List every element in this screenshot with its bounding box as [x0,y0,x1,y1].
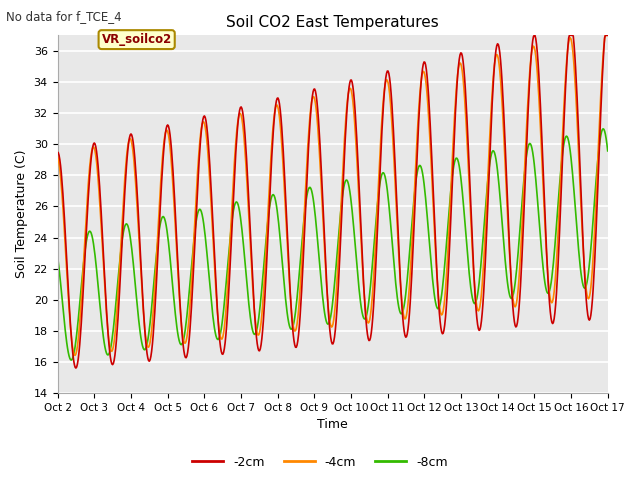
Title: Soil CO2 East Temperatures: Soil CO2 East Temperatures [226,15,439,30]
Legend: -2cm, -4cm, -8cm: -2cm, -4cm, -8cm [187,451,453,474]
Text: VR_soilco2: VR_soilco2 [102,33,172,46]
Y-axis label: Soil Temperature (C): Soil Temperature (C) [15,150,28,278]
X-axis label: Time: Time [317,419,348,432]
Text: No data for f_TCE_4: No data for f_TCE_4 [6,10,122,23]
